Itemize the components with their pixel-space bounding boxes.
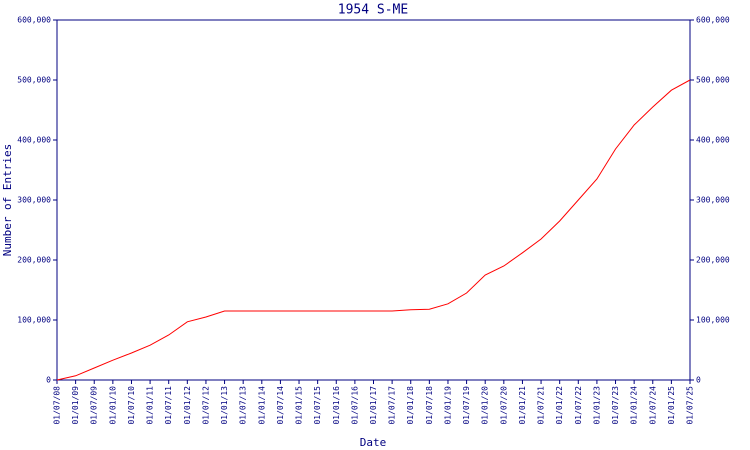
x-tick-label: 01/07/22	[574, 386, 583, 425]
chart-title: 1954 S-ME	[338, 3, 408, 18]
x-tick-label: 01/07/23	[611, 386, 620, 425]
plot-frame	[56, 19, 691, 381]
y-tick-label: 300,000	[17, 196, 51, 205]
y-tick-label: 300,000	[696, 196, 730, 205]
y-tick-label: 400,000	[17, 136, 51, 145]
x-tick-label: 01/01/24	[630, 386, 639, 425]
y-tick-label: 0	[46, 376, 51, 385]
y-tick-label: 500,000	[17, 76, 51, 85]
y-tick-label: 0	[696, 376, 701, 385]
x-tick-label: 01/07/18	[425, 386, 434, 425]
y-tick-label: 400,000	[696, 136, 730, 145]
y-tick-label: 600,000	[17, 16, 51, 25]
x-tick-label: 01/07/20	[499, 386, 508, 425]
x-tick-label: 01/07/17	[388, 386, 397, 425]
x-tick-label: 01/07/11	[164, 386, 173, 425]
y-tick-label: 100,000	[17, 316, 51, 325]
x-tick-label: 01/07/24	[648, 386, 657, 425]
x-tick-label: 01/07/21	[537, 386, 546, 425]
y-tick-label: 600,000	[696, 16, 730, 25]
x-tick-label: 01/01/14	[257, 386, 266, 425]
y-axis-label: Number of Entries	[1, 144, 14, 257]
x-tick-label: 01/07/08	[53, 386, 62, 425]
x-tick-label: 01/07/25	[686, 386, 695, 425]
x-tick-label: 01/01/15	[295, 386, 304, 425]
y-tick-label: 100,000	[696, 316, 730, 325]
x-tick-label: 01/01/21	[518, 386, 527, 425]
x-tick-label: 01/07/10	[127, 386, 136, 425]
y-tick-label: 200,000	[696, 256, 730, 265]
x-tick-label: 01/01/12	[183, 386, 192, 425]
x-tick-label: 01/01/20	[481, 386, 490, 425]
x-tick-label: 01/01/16	[332, 386, 341, 425]
x-tick-label: 01/01/25	[667, 386, 676, 425]
data-line	[56, 79, 691, 381]
x-tick-label: 01/01/17	[369, 386, 378, 425]
x-tick-label: 01/01/11	[146, 386, 155, 425]
x-tick-label: 01/01/10	[108, 386, 117, 425]
x-tick-label: 01/07/09	[90, 386, 99, 425]
x-tick-label: 01/07/13	[239, 386, 248, 425]
x-tick-label: 01/01/22	[555, 386, 564, 425]
x-tick-label: 01/01/23	[592, 386, 601, 425]
x-tick-label: 01/07/12	[201, 386, 210, 425]
x-tick-label: 01/07/15	[313, 386, 322, 425]
x-tick-label: 01/01/19	[443, 386, 452, 425]
y-tick-label: 200,000	[17, 256, 51, 265]
x-axis-label: Date	[360, 436, 387, 449]
y-tick-label: 500,000	[696, 76, 730, 85]
x-tick-label: 01/07/16	[350, 386, 359, 425]
x-tick-label: 01/07/19	[462, 386, 471, 425]
x-tick-label: 01/01/09	[71, 386, 80, 425]
x-tick-label: 01/01/13	[220, 386, 229, 425]
x-tick-label: 01/07/14	[276, 386, 285, 425]
x-tick-label: 01/01/18	[406, 386, 415, 425]
